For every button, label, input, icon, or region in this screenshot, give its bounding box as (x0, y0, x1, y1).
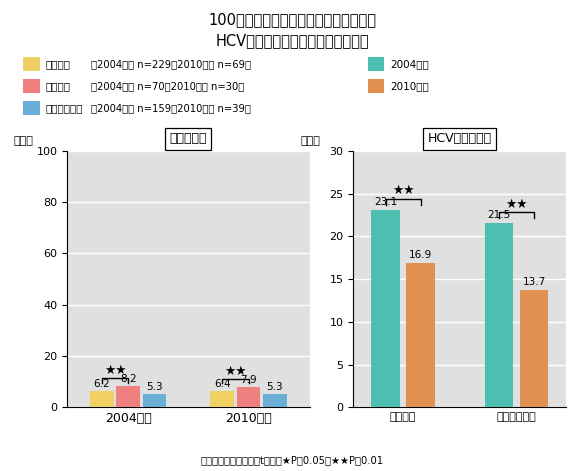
Text: HCV針刺し割合各々の平均値の比較: HCV針刺し割合各々の平均値の比較 (215, 33, 369, 48)
Text: （件）: （件） (14, 136, 34, 146)
Text: 5.3: 5.3 (146, 382, 163, 392)
Text: （2004年度 n=229、2010年度 n=69）: （2004年度 n=229、2010年度 n=69） (91, 59, 251, 69)
Text: ★★: ★★ (505, 198, 528, 211)
Text: ★★: ★★ (224, 365, 246, 378)
Bar (142, 394, 166, 407)
Text: 2010年度: 2010年度 (390, 81, 429, 91)
Bar (263, 394, 287, 407)
Text: 8.2: 8.2 (120, 374, 137, 384)
Text: 13.7: 13.7 (523, 277, 545, 287)
Bar (116, 386, 140, 407)
Text: 7.9: 7.9 (240, 375, 257, 385)
Bar (90, 391, 114, 407)
Text: 異なる独立サンプルのt検定　★P＜0.05　★★P＜0.01: 異なる独立サンプルのt検定 ★P＜0.05 ★★P＜0.01 (200, 455, 384, 465)
Bar (406, 263, 435, 407)
Text: 大学病院以外: 大学病院以外 (46, 103, 83, 114)
Text: 大学病院: 大学病院 (46, 81, 71, 91)
Title: HCV針刺し割合: HCV針刺し割合 (428, 132, 492, 146)
Bar (237, 387, 260, 407)
Text: （％）: （％） (300, 136, 320, 146)
Text: （2004年度 n=70、2010年度 n=30）: （2004年度 n=70、2010年度 n=30） (91, 81, 244, 91)
Bar (520, 290, 548, 407)
Text: 21.5: 21.5 (488, 211, 511, 220)
Text: 2004年度: 2004年度 (390, 59, 429, 69)
Text: 100稼動病床数あたり針刺し件数および: 100稼動病床数あたり針刺し件数および (208, 12, 376, 27)
Text: ★★: ★★ (104, 364, 126, 377)
Text: （2004年度 n=159、2010年度 n=39）: （2004年度 n=159、2010年度 n=39） (91, 103, 251, 114)
Title: 針刺し件数: 針刺し件数 (169, 132, 207, 146)
Text: 6.2: 6.2 (93, 380, 110, 390)
Text: 16.9: 16.9 (409, 250, 432, 260)
Text: 5.3: 5.3 (266, 382, 283, 392)
Bar (371, 210, 400, 407)
Text: 全体平均: 全体平均 (46, 59, 71, 69)
Text: ★★: ★★ (392, 184, 415, 197)
Bar (210, 391, 234, 407)
Bar (485, 223, 513, 407)
Text: 6.4: 6.4 (214, 379, 231, 389)
Text: 23.1: 23.1 (374, 197, 397, 207)
